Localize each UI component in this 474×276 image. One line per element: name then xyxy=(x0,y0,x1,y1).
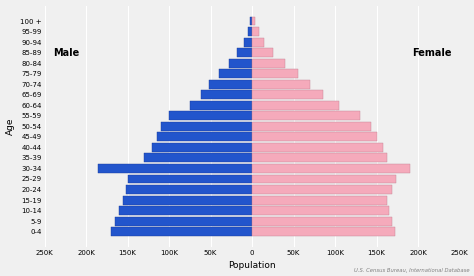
Bar xyxy=(144,153,252,162)
Bar xyxy=(115,217,252,225)
Bar xyxy=(252,69,298,78)
Bar xyxy=(229,59,252,68)
Bar xyxy=(252,122,371,131)
Bar xyxy=(248,27,252,36)
Bar xyxy=(252,38,264,47)
Text: Male: Male xyxy=(53,47,79,58)
Bar xyxy=(252,185,392,194)
Bar xyxy=(111,227,252,236)
Bar xyxy=(161,122,252,131)
Bar xyxy=(209,80,252,89)
Bar xyxy=(153,143,252,152)
Bar xyxy=(190,101,252,110)
Bar xyxy=(252,101,339,110)
Bar xyxy=(252,164,410,173)
Bar xyxy=(252,80,310,89)
Bar xyxy=(156,132,252,141)
Bar xyxy=(169,111,252,120)
Bar xyxy=(252,227,395,236)
Bar xyxy=(128,174,252,184)
Bar xyxy=(252,153,386,162)
Bar xyxy=(252,132,376,141)
Bar xyxy=(252,196,387,205)
Bar xyxy=(250,17,252,25)
Bar xyxy=(219,69,252,78)
Bar xyxy=(99,164,252,173)
Bar xyxy=(252,48,273,57)
Bar xyxy=(244,38,252,47)
Bar xyxy=(252,217,392,225)
Bar xyxy=(252,90,323,99)
Bar xyxy=(252,17,255,25)
Bar xyxy=(237,48,252,57)
Bar xyxy=(252,59,285,68)
Bar xyxy=(252,111,360,120)
Bar xyxy=(123,196,252,205)
Text: U.S. Census Bureau, International Database: U.S. Census Bureau, International Databa… xyxy=(354,268,469,273)
Bar xyxy=(252,174,396,184)
Bar xyxy=(126,185,252,194)
X-axis label: Population: Population xyxy=(228,261,276,270)
Bar xyxy=(119,206,252,215)
Text: Female: Female xyxy=(412,47,451,58)
Y-axis label: Age: Age xyxy=(6,118,15,135)
Bar xyxy=(201,90,252,99)
Bar xyxy=(252,27,259,36)
Bar xyxy=(252,206,389,215)
Bar xyxy=(252,143,383,152)
